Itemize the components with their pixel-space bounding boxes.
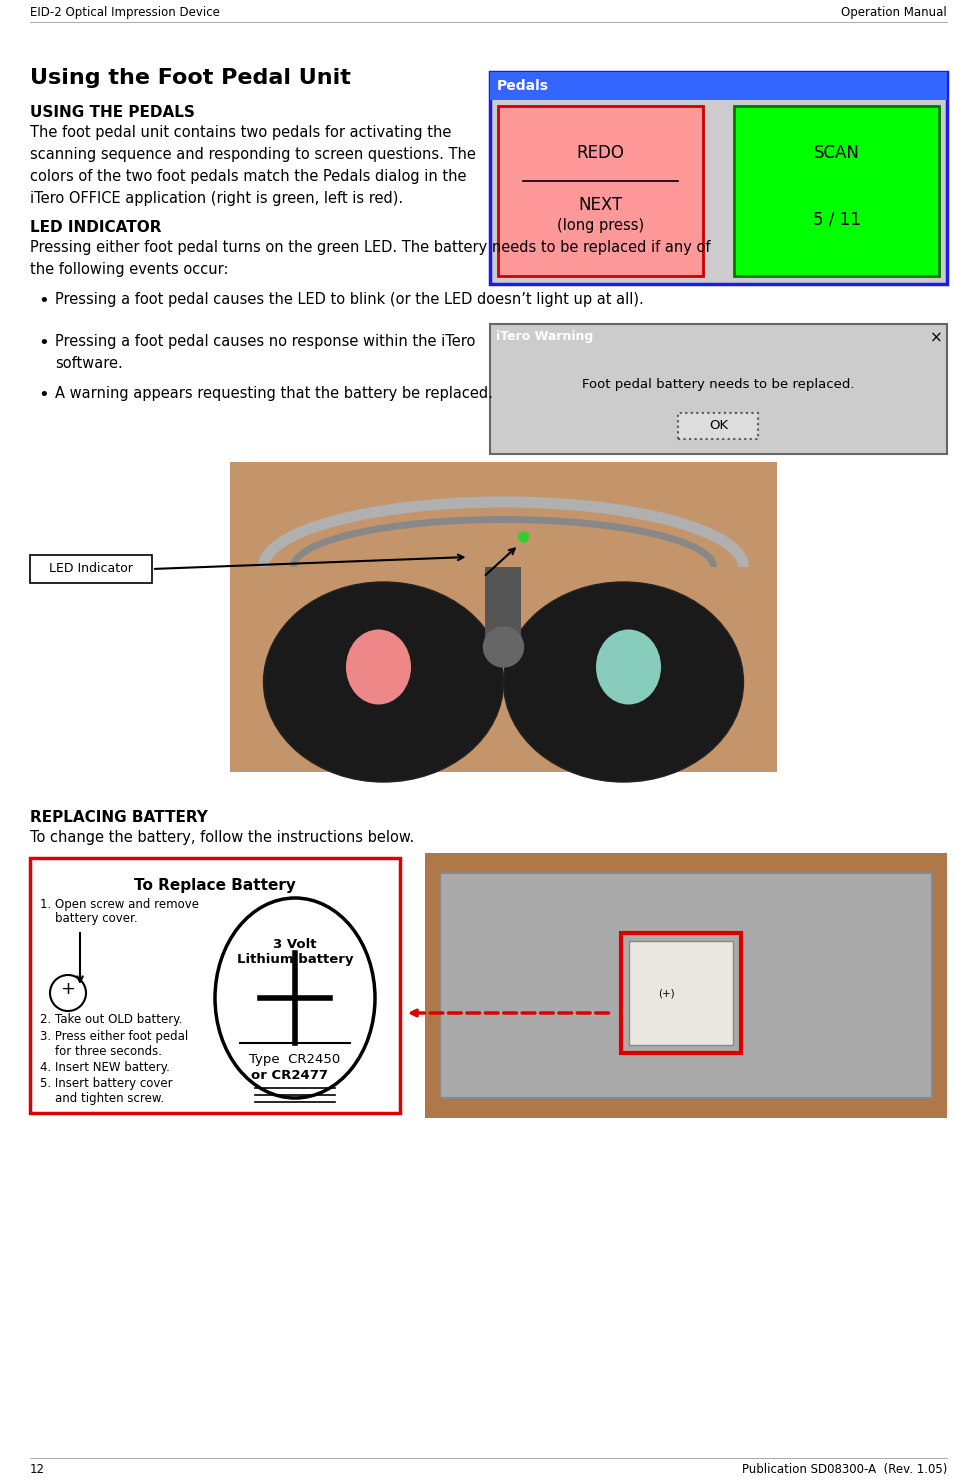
Text: USING THE PEDALS: USING THE PEDALS (30, 105, 194, 120)
Text: OK: OK (709, 419, 728, 432)
Bar (490, 73, 947, 284)
Text: software.: software. (55, 355, 123, 372)
Ellipse shape (264, 582, 503, 782)
Text: LED INDICATOR: LED INDICATOR (30, 221, 161, 235)
Text: 3 Volt: 3 Volt (274, 937, 317, 951)
Text: REPLACING BATTERY: REPLACING BATTERY (30, 810, 208, 825)
Text: Pressing a foot pedal causes the LED to blink (or the LED doesn’t light up at al: Pressing a foot pedal causes the LED to … (55, 292, 644, 307)
Bar (498, 107, 703, 275)
Bar (678, 413, 758, 438)
Text: iTero Warning: iTero Warning (496, 330, 593, 344)
Text: •: • (38, 335, 49, 352)
Bar (925, 324, 947, 348)
Text: Lithium battery: Lithium battery (236, 952, 354, 966)
Bar (30, 555, 152, 584)
Text: Publication SD08300-A  (Rev. 1.05): Publication SD08300-A (Rev. 1.05) (742, 1463, 947, 1477)
Text: Operation Manual: Operation Manual (841, 6, 947, 19)
Text: colors of the two foot pedals match the Pedals dialog in the: colors of the two foot pedals match the … (30, 169, 466, 184)
Text: To Replace Battery: To Replace Battery (134, 878, 296, 893)
Bar (621, 933, 741, 1053)
Text: LED Indicator: LED Indicator (49, 561, 133, 575)
Ellipse shape (503, 582, 743, 782)
Text: Type  CR2450: Type CR2450 (249, 1053, 341, 1066)
Text: SCAN: SCAN (814, 144, 860, 161)
Bar (486, 567, 522, 647)
Bar (30, 857, 400, 1114)
Ellipse shape (596, 629, 661, 705)
Circle shape (519, 532, 529, 542)
Text: 2. Take out OLD battery.: 2. Take out OLD battery. (40, 1013, 183, 1026)
Bar (490, 73, 947, 101)
Text: NEXT: NEXT (578, 195, 622, 213)
Text: (+): (+) (658, 988, 674, 998)
Text: ×: × (930, 330, 943, 345)
Text: Using the Foot Pedal Unit: Using the Foot Pedal Unit (30, 68, 351, 87)
Bar (629, 940, 733, 1046)
Text: Pressing either foot pedal turns on the green LED. The battery needs to be repla: Pressing either foot pedal turns on the … (30, 240, 710, 255)
Text: scanning sequence and responding to screen questions. The: scanning sequence and responding to scre… (30, 147, 476, 161)
Text: 5 / 11: 5 / 11 (813, 210, 861, 230)
Text: •: • (38, 387, 49, 404)
Text: REDO: REDO (576, 144, 624, 161)
Text: •: • (38, 292, 49, 310)
Bar (230, 462, 777, 772)
Bar (490, 324, 947, 348)
Text: 5. Insert battery cover: 5. Insert battery cover (40, 1077, 173, 1090)
Bar (734, 107, 939, 275)
Text: iTero OFFICE application (right is green, left is red).: iTero OFFICE application (right is green… (30, 191, 404, 206)
Text: 4. Insert NEW battery.: 4. Insert NEW battery. (40, 1060, 170, 1074)
Ellipse shape (346, 629, 411, 705)
Text: 1. Open screw and remove: 1. Open screw and remove (40, 897, 199, 911)
Text: Foot pedal battery needs to be replaced.: Foot pedal battery needs to be replaced. (582, 378, 855, 391)
Text: (long press): (long press) (557, 218, 644, 233)
Text: Pressing a foot pedal causes no response within the iTero: Pressing a foot pedal causes no response… (55, 335, 476, 350)
Bar (490, 324, 947, 455)
Text: +: + (61, 980, 75, 998)
Ellipse shape (215, 897, 375, 1097)
Text: or CR2477: or CR2477 (251, 1069, 328, 1083)
Text: A warning appears requesting that the battery be replaced.: A warning appears requesting that the ba… (55, 387, 492, 401)
Text: To change the battery, follow the instructions below.: To change the battery, follow the instru… (30, 829, 414, 846)
Text: Pedals: Pedals (497, 78, 549, 93)
Bar (425, 853, 947, 1118)
Text: the following events occur:: the following events occur: (30, 262, 229, 277)
Circle shape (484, 626, 524, 666)
Text: and tighten screw.: and tighten screw. (40, 1091, 164, 1105)
Text: 3. Press either foot pedal: 3. Press either foot pedal (40, 1029, 189, 1043)
Text: battery cover.: battery cover. (40, 912, 138, 926)
Text: 12: 12 (30, 1463, 45, 1477)
Text: The foot pedal unit contains two pedals for activating the: The foot pedal unit contains two pedals … (30, 124, 451, 141)
Bar (440, 872, 932, 1097)
Text: for three seconds.: for three seconds. (40, 1046, 162, 1057)
Text: EID-2 Optical Impression Device: EID-2 Optical Impression Device (30, 6, 220, 19)
